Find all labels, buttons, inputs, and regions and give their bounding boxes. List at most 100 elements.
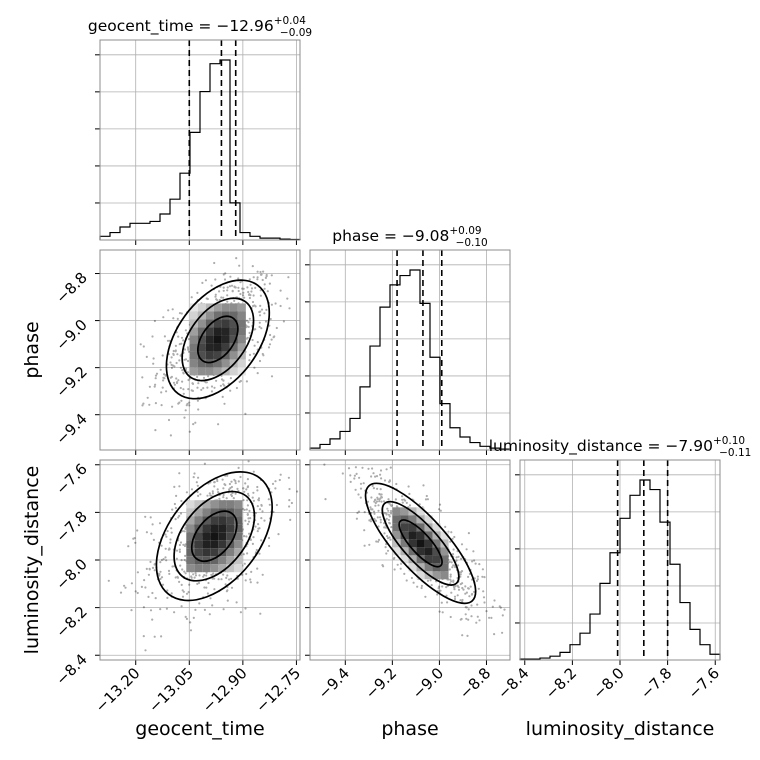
- scatter-point: [251, 542, 254, 546]
- scatter-point: [426, 579, 430, 582]
- scatter-point: [475, 579, 479, 583]
- scatter-point: [190, 575, 193, 578]
- scatter-point: [257, 523, 260, 526]
- scatter-point: [353, 477, 356, 480]
- scatter-point: [246, 504, 249, 507]
- scatter-point: [388, 521, 391, 524]
- scatter-point: [279, 473, 282, 476]
- scatter-point: [448, 568, 451, 571]
- scatter-point: [162, 379, 165, 382]
- scatter-point: [210, 390, 214, 393]
- scatter-point: [197, 581, 201, 585]
- scatter-point: [256, 489, 259, 492]
- scatter-point: [471, 560, 474, 563]
- scatter-point: [385, 517, 388, 520]
- density-cell: [189, 359, 198, 368]
- scatter-point: [461, 586, 464, 590]
- scatter-point: [242, 287, 245, 290]
- scatter-point: [226, 574, 229, 577]
- scatter-point: [270, 338, 273, 341]
- density-cell: [432, 523, 441, 532]
- scatter-point: [222, 296, 225, 299]
- scatter-point: [408, 492, 411, 495]
- scatter-point: [182, 371, 185, 374]
- scatter-point: [478, 619, 481, 622]
- scatter-point: [192, 423, 195, 426]
- y-tick-label-luminosity_distance: −7.6: [52, 460, 90, 498]
- scatter-point: [244, 482, 247, 485]
- scatter-point: [425, 494, 428, 498]
- scatter-point: [393, 568, 396, 571]
- scatter-point: [222, 379, 225, 382]
- x-tick-label-phase: −8.8: [456, 664, 494, 702]
- scatter-point: [196, 291, 199, 294]
- scatter-point: [205, 571, 208, 574]
- scatter-point: [270, 375, 274, 378]
- scatter-point: [439, 509, 442, 512]
- density-cell: [210, 532, 219, 541]
- scatter-point: [429, 579, 432, 582]
- scatter-point: [176, 317, 179, 320]
- scatter-point: [454, 584, 457, 588]
- scatter-point: [455, 556, 458, 559]
- scatter-point: [233, 286, 236, 289]
- scatter-point: [199, 493, 202, 496]
- scatter-point: [268, 544, 271, 548]
- scatter-point: [159, 570, 162, 573]
- scatter-point: [187, 378, 190, 382]
- y-tick-label-phase: −9.4: [52, 410, 90, 448]
- scatter-point: [289, 518, 292, 522]
- scatter-point: [357, 510, 361, 513]
- x-tick-label-luminosity_distance: −7.6: [685, 664, 723, 702]
- density-cell: [205, 367, 214, 376]
- scatter-point: [220, 578, 223, 581]
- scatter-point: [168, 547, 171, 550]
- scatter-point: [158, 573, 161, 576]
- scatter-point: [274, 487, 277, 490]
- density-cell: [432, 555, 441, 564]
- scatter-point: [228, 578, 231, 581]
- scatter-point: [395, 505, 398, 508]
- density-cell: [186, 564, 195, 573]
- scatter-point: [141, 376, 144, 379]
- scatter-point: [238, 380, 241, 383]
- scatter-point: [249, 578, 252, 581]
- scatter-point: [383, 526, 386, 529]
- y-tick-label-luminosity_distance: −8.0: [52, 555, 90, 593]
- scatter-point: [363, 510, 366, 514]
- scatter-point: [163, 335, 166, 338]
- density-cell: [234, 508, 243, 517]
- scatter-point: [188, 401, 191, 404]
- scatter-point: [235, 386, 238, 390]
- scatter-point: [185, 367, 188, 370]
- density-cell: [392, 507, 401, 516]
- scatter-point: [369, 520, 372, 523]
- scatter-point: [252, 304, 255, 308]
- scatter-point: [176, 353, 179, 356]
- scatter-point: [258, 552, 261, 555]
- scatter-point: [252, 491, 255, 494]
- scatter-point: [441, 611, 444, 614]
- scatter-point: [403, 498, 406, 501]
- scatter-point: [222, 608, 225, 611]
- density-cell: [424, 539, 433, 548]
- density-cell: [229, 351, 238, 360]
- scatter-point: [148, 403, 151, 406]
- scatter-point: [254, 286, 257, 289]
- scatter-point: [245, 488, 248, 491]
- scatter-point: [247, 460, 250, 463]
- scatter-point: [142, 402, 145, 405]
- scatter-point: [196, 399, 199, 402]
- density-cell: [234, 540, 243, 549]
- density-cell: [205, 311, 214, 320]
- scatter-point: [450, 561, 453, 564]
- scatter-point: [194, 608, 197, 612]
- scatter-point: [244, 412, 247, 415]
- scatter-point: [195, 481, 198, 484]
- scatter-point: [231, 492, 234, 495]
- density-cell: [440, 547, 449, 556]
- scatter-point: [166, 589, 169, 592]
- scatter-point: [245, 325, 249, 328]
- density-cell: [229, 311, 238, 320]
